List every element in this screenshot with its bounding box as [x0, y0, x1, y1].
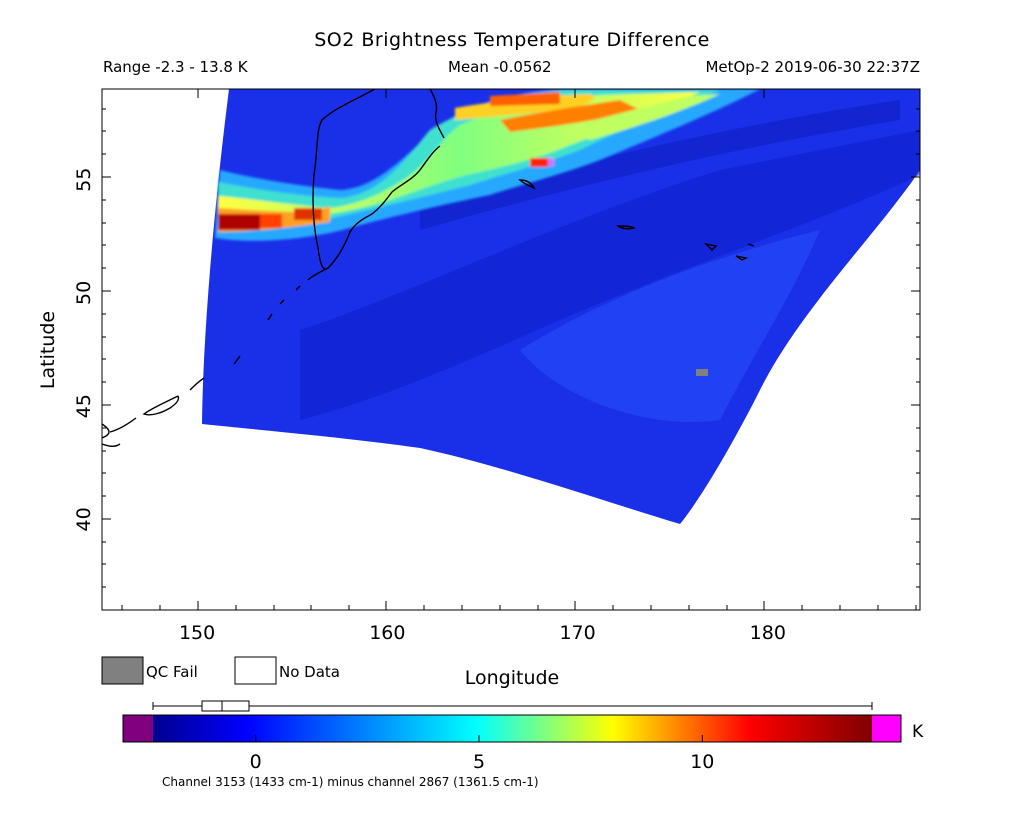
- x-tick-label: 160: [369, 622, 405, 644]
- qc-fail-swatch: [101, 656, 144, 685]
- colorbar-tick-label: 0: [250, 751, 262, 773]
- no-data-label: No Data: [279, 663, 340, 681]
- colorbar-tick-label: 5: [473, 751, 485, 773]
- y-tick-label: 40: [73, 507, 95, 531]
- y-tick-label: 45: [73, 394, 95, 418]
- no-data-swatch: [234, 656, 277, 685]
- footer-note: Channel 3153 (1433 cm-1) minus channel 2…: [162, 775, 539, 789]
- y-axis-label: Latitude: [37, 311, 59, 389]
- coastlines: [102, 89, 755, 447]
- value-boxplot: [152, 700, 873, 712]
- map-area: [102, 89, 920, 610]
- so2-plume: [215, 89, 760, 241]
- x-tick-label: 180: [750, 622, 786, 644]
- mean-text: Mean -0.0562: [448, 58, 552, 76]
- colorbar-tick-label: 10: [690, 751, 714, 773]
- range-text: Range -2.3 - 13.8 K: [103, 58, 249, 76]
- x-tick-label: 150: [179, 622, 215, 644]
- colorbar-over: [872, 715, 901, 742]
- colorbar-unit: K: [912, 722, 924, 742]
- x-tick-label: 170: [559, 622, 595, 644]
- x-axis-label: Longitude: [465, 667, 560, 689]
- axis-ticks: [102, 89, 920, 610]
- y-tick-label: 50: [73, 281, 95, 305]
- y-tick-label: 55: [73, 168, 95, 192]
- plot-frame: [101, 88, 921, 611]
- colorbar-gradient: [153, 715, 872, 742]
- chart-title: SO2 Brightness Temperature Difference: [314, 29, 710, 51]
- satellite-time-text: MetOp-2 2019-06-30 22:37Z: [705, 58, 920, 76]
- colorbar-frame: [122, 714, 902, 743]
- qc-fail-label: QC Fail: [146, 663, 198, 681]
- qc-fail-pixel: [696, 369, 708, 376]
- colorbar-under: [123, 715, 153, 742]
